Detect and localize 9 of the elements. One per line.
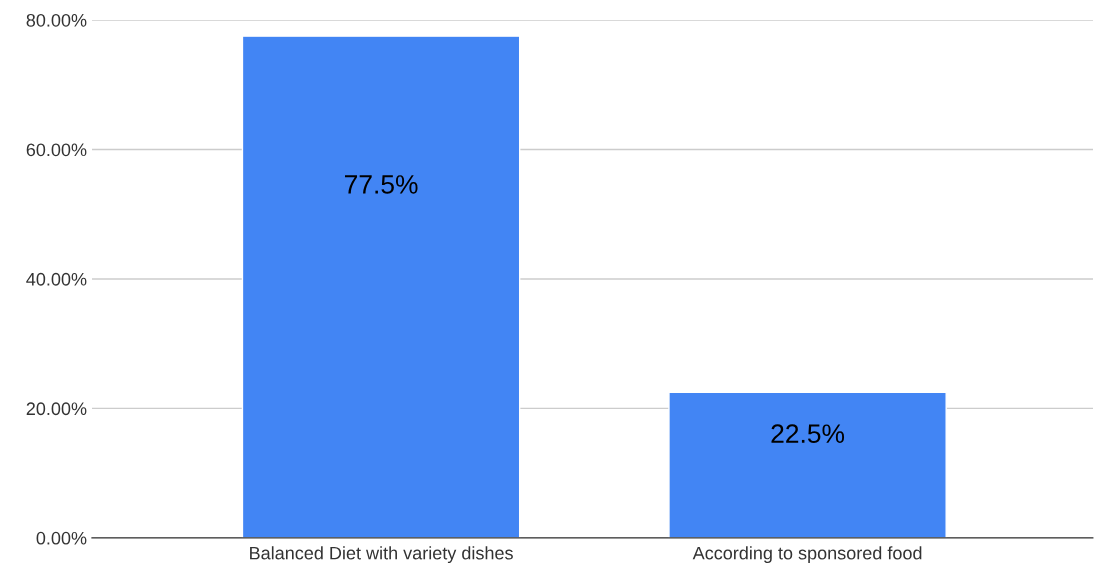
data-label: 22.5% [771,424,845,443]
x-tick-label: According to sponsored food [692,546,922,564]
y-tick-label: 20.00% [26,402,87,416]
y-tick-label: 0.00% [36,531,87,545]
x-tick-label: Balanced Diet with variety dishes [250,546,513,564]
y-tick-label: 60.00% [26,143,87,157]
data-label: 77.5% [345,175,418,194]
y-tick-label: 40.00% [26,272,87,286]
y-tick-label: 80.00% [26,13,87,27]
